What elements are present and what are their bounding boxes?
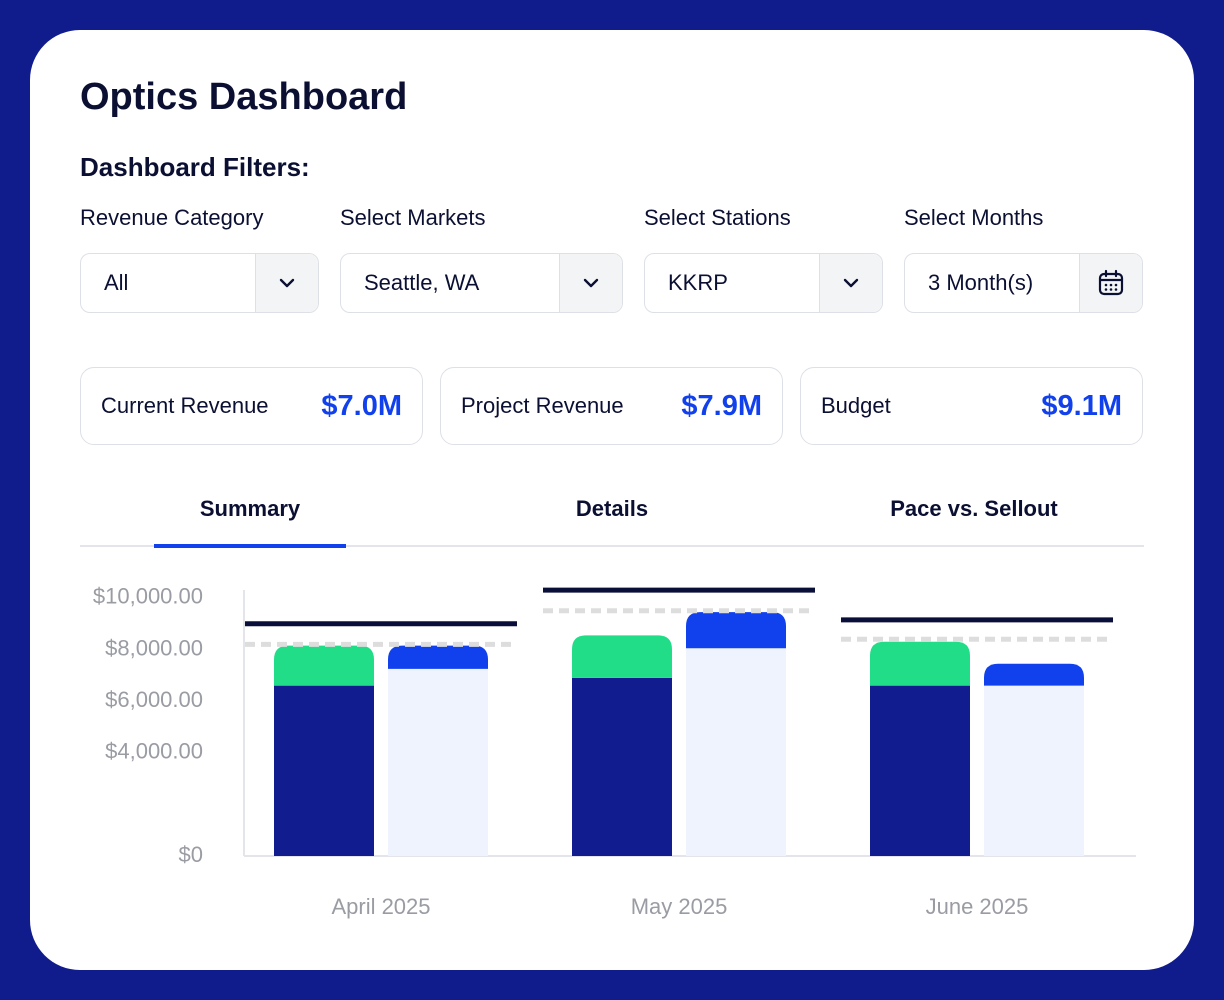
y-tick-label: $10,000.00: [93, 584, 203, 609]
dropdown-value: All: [104, 270, 129, 295]
dropdown-arrow[interactable]: [255, 254, 318, 312]
bar-segment: [388, 645, 488, 669]
y-tick-label: $8,000.00: [105, 635, 203, 660]
filter-label: Revenue Category: [80, 205, 264, 230]
kpi-value: $7.9M: [681, 389, 762, 422]
dropdown[interactable]: All: [80, 253, 319, 313]
kpi-label: Project Revenue: [461, 393, 624, 418]
tab-indicator: [154, 544, 346, 548]
dropdown[interactable]: 3 Month(s): [904, 253, 1143, 313]
kpi-value: $9.1M: [1041, 389, 1122, 422]
bar-segment: [274, 685, 374, 856]
title: Optics Dashboard: [80, 76, 408, 118]
y-tick-label: $0: [179, 842, 203, 867]
y-tick-label: $4,000.00: [105, 739, 203, 764]
dropdown-value: KKRP: [668, 270, 728, 295]
bar-segment: [388, 668, 488, 856]
kpi-label: Budget: [821, 393, 891, 418]
calendar-button[interactable]: [1079, 254, 1142, 312]
dropdown-arrow[interactable]: [819, 254, 882, 312]
dropdown[interactable]: KKRP: [644, 253, 883, 313]
filter-label: Select Stations: [644, 205, 791, 230]
bar-segment: [572, 635, 672, 678]
kpi-card: Current Revenue $7.0M: [80, 367, 423, 445]
dropdown-arrow[interactable]: [559, 254, 622, 312]
x-tick-label: June 2025: [926, 894, 1029, 919]
kpi-value: $7.0M: [321, 389, 402, 422]
kpi-label: Current Revenue: [101, 393, 269, 418]
tab[interactable]: Details: [575, 496, 649, 521]
filter-label: Select Markets: [340, 205, 486, 230]
filter-label: Select Months: [904, 205, 1044, 230]
bar-segment: [984, 663, 1084, 686]
dropdown[interactable]: Seattle, WA: [340, 253, 623, 313]
tab-divider: [80, 545, 1144, 547]
bar-segment: [870, 685, 970, 856]
bar-segment: [274, 645, 374, 686]
x-tick-label: May 2025: [631, 894, 728, 919]
dropdown-value: 3 Month(s): [928, 270, 1034, 295]
x-tick-label: April 2025: [331, 894, 430, 919]
bar-segment: [686, 648, 786, 856]
kpi-card: Budget $9.1M: [800, 367, 1143, 445]
kpi-card: Project Revenue $7.9M: [440, 367, 783, 445]
y-tick-label: $6,000.00: [105, 687, 203, 712]
tab[interactable]: Summary: [199, 496, 301, 521]
tab[interactable]: Pace vs. Sellout: [890, 496, 1058, 521]
bar-segment: [686, 612, 786, 649]
bar-segment: [870, 641, 970, 686]
bar-segment: [984, 685, 1084, 856]
filters-title: Dashboard Filters:: [80, 152, 310, 182]
bar-segment: [572, 677, 672, 856]
dropdown-value: Seattle, WA: [364, 270, 480, 295]
